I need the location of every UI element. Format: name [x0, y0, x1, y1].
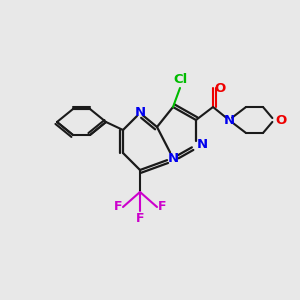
Text: O: O: [275, 113, 286, 127]
Text: F: F: [113, 200, 122, 214]
Text: N: N: [197, 139, 208, 152]
Text: N: N: [134, 106, 146, 119]
Text: F: F: [158, 200, 166, 214]
Text: F: F: [136, 212, 144, 225]
Text: N: N: [167, 152, 178, 164]
Text: N: N: [224, 113, 235, 127]
Text: O: O: [214, 82, 225, 94]
Text: Cl: Cl: [173, 73, 187, 86]
